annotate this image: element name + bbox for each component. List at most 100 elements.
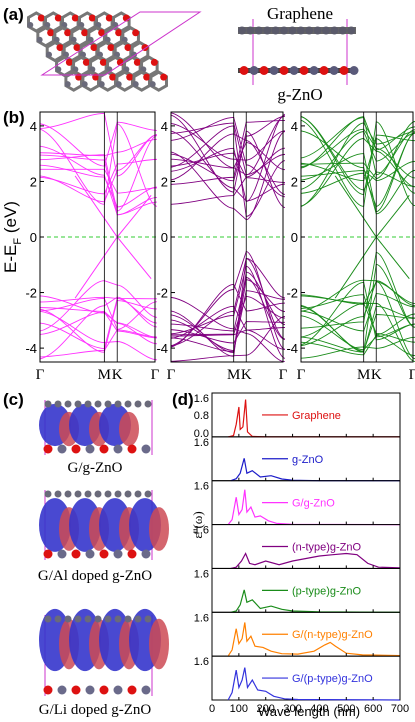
spectrum-4: (n-type)g-ZnO 1.6: [194, 524, 401, 569]
carbon-atom: [144, 615, 152, 623]
zinc-atom: [46, 51, 52, 58]
carbon-atom: [84, 615, 92, 623]
spectrum-line: [227, 667, 401, 701]
side-view-structure: Graphene g-ZnO: [238, 4, 359, 104]
oxygen-atom: [73, 44, 81, 52]
series-legend-label: G/g-ZnO: [292, 498, 335, 510]
carbon-atom: [330, 26, 339, 35]
band-ytick: -2: [286, 286, 298, 301]
band-panel-1: 4 2 0 -2 -4 Γ M K Γ: [25, 111, 160, 383]
carbon-atom: [134, 490, 142, 498]
zno-atom: [85, 549, 95, 559]
zinc-atom: [27, 22, 34, 28]
zinc-atom: [115, 81, 122, 88]
carbon-atom: [114, 400, 122, 408]
carbon-atom: [74, 615, 82, 623]
spectrum-5: (p-type)g-ZnO 1.6: [194, 567, 401, 613]
carbon-atom: [94, 615, 102, 623]
dielectric-xtick: 400: [310, 703, 328, 715]
spectrum-ytick: 1.6: [194, 568, 209, 580]
carbon-atom: [114, 490, 122, 498]
carbon-atom: [114, 615, 122, 623]
kpoint-label: M: [98, 367, 111, 383]
structure-3: [39, 608, 169, 696]
carbon-atom: [74, 400, 82, 408]
kpoint-label: K: [241, 367, 252, 383]
band-line: [301, 116, 415, 195]
charge-accumulation-blob: [119, 411, 139, 447]
kpoint-label: Γ: [297, 367, 306, 383]
band-ylabel: E-EF (eV): [1, 201, 24, 273]
zno-atom: [279, 66, 289, 75]
kpoint-label: Γ: [409, 367, 415, 383]
oxygen-atom: [90, 44, 98, 52]
carbon-atom: [124, 490, 132, 498]
dielectric-xtick: 0: [209, 703, 215, 715]
spectrum-ytick: 1.6: [194, 656, 209, 668]
graphene-atoms: [238, 26, 356, 35]
carbon-atom: [263, 26, 272, 35]
band-line: [171, 296, 285, 336]
zno-atom: [141, 444, 151, 454]
spectrum-line: [230, 552, 401, 569]
kpoint-label: K: [112, 367, 123, 383]
zno-atom: [309, 66, 319, 75]
oxygen-atom: [132, 29, 140, 37]
band-ytick: 0: [291, 230, 298, 245]
band-ytick: 2: [30, 174, 37, 189]
band-ytick: 4: [161, 119, 168, 134]
oxygen-atom: [71, 14, 79, 22]
band-ytick: -4: [25, 341, 37, 356]
zno-atom: [71, 444, 81, 454]
carbon-atom: [104, 400, 112, 408]
panel-c-label: (c): [3, 390, 24, 409]
band-line: [40, 295, 157, 338]
band-line: [301, 281, 415, 346]
zno-atom: [239, 66, 249, 75]
carbon-atom: [44, 490, 52, 498]
carbon-atom: [84, 400, 92, 408]
structure-2: [39, 490, 169, 560]
carbon-atom: [54, 615, 62, 623]
zinc-atom: [132, 81, 139, 88]
band-line: [40, 329, 157, 358]
carbon-atom: [338, 26, 347, 35]
zno-atom: [259, 66, 269, 75]
structure-1: [39, 400, 153, 455]
carbon-atom: [322, 26, 330, 35]
carbon-atom: [238, 26, 246, 35]
spectrum-line: [227, 622, 401, 657]
gzno-label: g-ZnO: [277, 85, 322, 104]
zno-atom: [329, 66, 339, 75]
spectrum-ytick: 0.0: [194, 428, 209, 440]
band-line: [301, 116, 415, 169]
carbon-atom: [64, 400, 72, 408]
zinc-atom: [98, 81, 105, 88]
zno-atom: [71, 549, 81, 559]
zno-atom: [339, 66, 349, 75]
carbon-atom: [104, 490, 112, 498]
zno-atom: [57, 685, 67, 695]
carbon-atom: [313, 26, 322, 35]
oxygen-atom: [124, 44, 132, 52]
oxygen-atom: [105, 14, 113, 22]
kpoint-label: M: [227, 367, 240, 383]
band-ytick: -2: [25, 286, 37, 301]
oxygen-atom: [47, 29, 55, 37]
band-ytick: 2: [291, 174, 298, 189]
zno-atom: [99, 685, 109, 695]
dielectric-xtick: 100: [230, 703, 248, 715]
band-panel-2: 4 2 0 -2 -4 Γ M K Γ: [156, 111, 288, 383]
spectrum-7: G/(p-type)g-ZnO 1.6: [194, 655, 401, 701]
carbon-atom: [305, 26, 314, 35]
carbon-atom: [144, 400, 152, 408]
carbon-atom: [54, 400, 62, 408]
spectrum-ytick: 1.6: [194, 525, 209, 537]
zno-atom: [99, 444, 109, 454]
series-legend-label: (n-type)g-ZnO: [292, 542, 362, 554]
band-line: [301, 160, 415, 181]
band-line: [171, 112, 285, 176]
band-ytick: -4: [286, 341, 298, 356]
dielectric-spectra: Graphene1.60.80.0g-ZnO1.6G/g-ZnO1.6(n-ty…: [194, 392, 409, 715]
band-ytick: -4: [156, 341, 168, 356]
